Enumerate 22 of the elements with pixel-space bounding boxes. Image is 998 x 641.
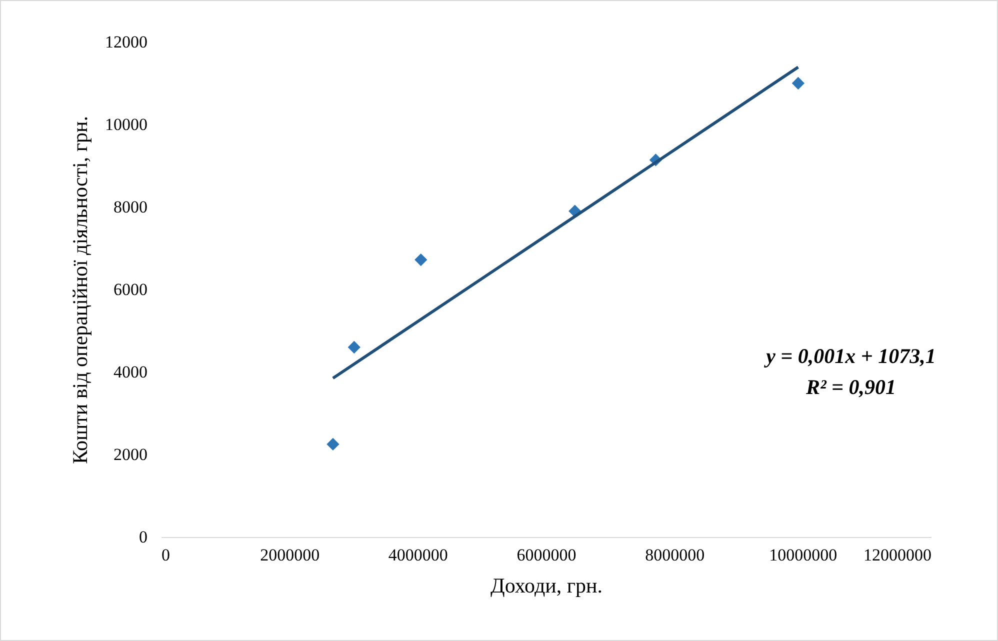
x-tick-label: 2000000	[260, 546, 320, 564]
point	[414, 253, 428, 266]
x-tick-label: 12000000	[864, 546, 932, 564]
x-tick-label: 4000000	[388, 546, 448, 564]
y-axis-title: Кошти від операційної діяльності, грн.	[68, 116, 92, 464]
x-tick-label: 6000000	[516, 546, 576, 564]
y-tick-label: 6000	[114, 280, 148, 299]
y-tick-label: 8000	[114, 198, 148, 216]
point	[326, 438, 340, 451]
x-tick-label: 8000000	[645, 546, 705, 564]
y-tick-label: 10000	[105, 115, 148, 134]
y-tick-label: 12000	[105, 32, 148, 52]
annotation: R² = 0,901	[804, 374, 898, 401]
x-tick-label: 0	[162, 546, 170, 564]
y-tick-label: 2000	[114, 445, 148, 464]
y-tick-label: 4000	[114, 362, 148, 382]
x-axis-title: Доходи, грн.	[490, 574, 602, 598]
annotation: y = 0,001x + 1073,1	[763, 343, 937, 370]
point	[792, 76, 804, 90]
point	[348, 340, 360, 354]
x-tick-label: 10000000	[769, 546, 838, 564]
y-tick-label: 0	[139, 528, 148, 546]
